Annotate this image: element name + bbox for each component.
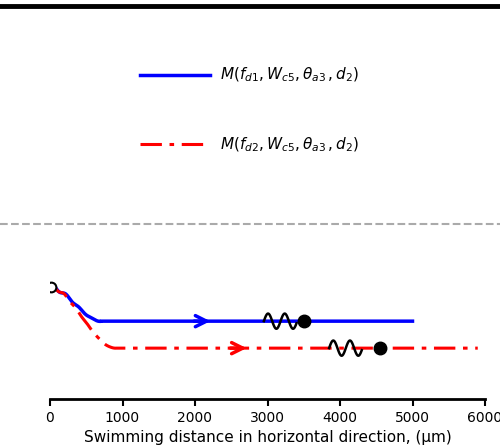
Text: $M(f_{d2},W_{c5},\theta_{a3}\,,d_2)$: $M(f_{d2},W_{c5},\theta_{a3}\,,d_2)$ [220,135,359,154]
X-axis label: Swimming distance in horizontal direction, (μm): Swimming distance in horizontal directio… [84,430,452,445]
Text: $M(f_{d1},W_{c5},\theta_{a3}\,,d_2)$: $M(f_{d1},W_{c5},\theta_{a3}\,,d_2)$ [220,65,359,84]
